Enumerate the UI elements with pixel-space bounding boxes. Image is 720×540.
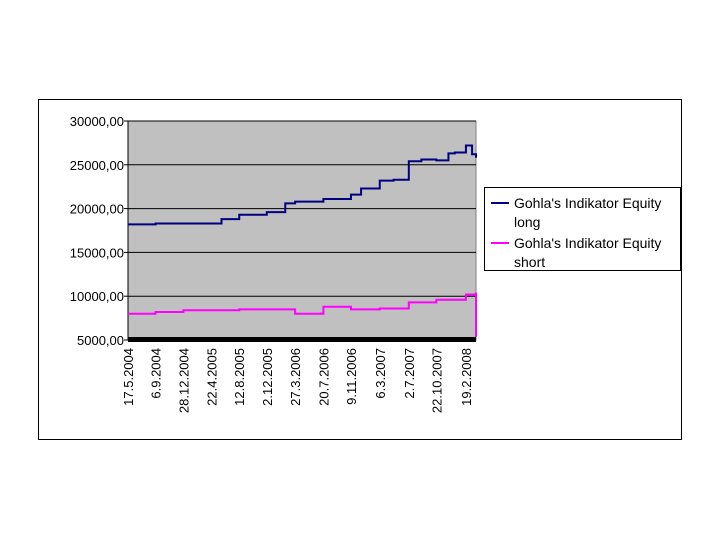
x-tick-label: 2.7.2007 bbox=[402, 348, 417, 399]
x-tick-label: 2.12.2005 bbox=[260, 348, 275, 406]
x-tick-label: 6.9.2004 bbox=[149, 348, 164, 399]
x-tick-label: 19.2.2008 bbox=[459, 348, 474, 406]
y-tick-label: 20000,00 bbox=[70, 202, 124, 217]
x-axis-line bbox=[128, 337, 476, 342]
y-tick-label: 10000,00 bbox=[70, 289, 124, 304]
y-tick-label: 5000,00 bbox=[77, 333, 124, 348]
y-tick-label: 25000,00 bbox=[70, 158, 124, 173]
y-tick-label: 15000,00 bbox=[70, 245, 124, 260]
plot-background bbox=[127, 120, 477, 341]
x-tick-label: 22.10.2007 bbox=[429, 348, 444, 413]
x-tick-label: 28.12.2004 bbox=[176, 348, 191, 413]
x-tick-label: 17.5.2004 bbox=[121, 348, 136, 406]
legend-label-short: Gohla's Indikator Equity short bbox=[514, 235, 662, 270]
x-tick-label: 6.3.2007 bbox=[373, 348, 388, 399]
x-tick-label: 27.3.2006 bbox=[288, 348, 303, 406]
legend-label-long: Gohla's Indikator Equity long bbox=[514, 195, 662, 230]
legend-swatch-long bbox=[491, 202, 509, 204]
series-line-long bbox=[128, 144, 477, 226]
x-tick-label: 9.11.2006 bbox=[344, 348, 359, 405]
chart-frame: 5000,00 10000,00 15000,00 20000,00 25000,00 3… bbox=[38, 99, 682, 440]
chart-legend: Gohla's Indikator Equity long Gohla's In… bbox=[484, 187, 681, 271]
x-tick-label: 12.8.2005 bbox=[232, 348, 247, 406]
x-tick-label: 20.7.2006 bbox=[316, 348, 331, 406]
series-line-short bbox=[128, 292, 477, 315]
x-tick-label: 22.4.2005 bbox=[205, 348, 220, 406]
chart-area: 5000,00 10000,00 15000,00 20000,00 25000,00 3… bbox=[70, 114, 477, 413]
legend-item-long: Gohla's Indikator Equity long bbox=[491, 194, 681, 232]
legend-swatch-short bbox=[491, 242, 509, 244]
y-tick-label: 30000,00 bbox=[70, 114, 124, 129]
legend-item-short: Gohla's Indikator Equity short bbox=[491, 234, 681, 272]
